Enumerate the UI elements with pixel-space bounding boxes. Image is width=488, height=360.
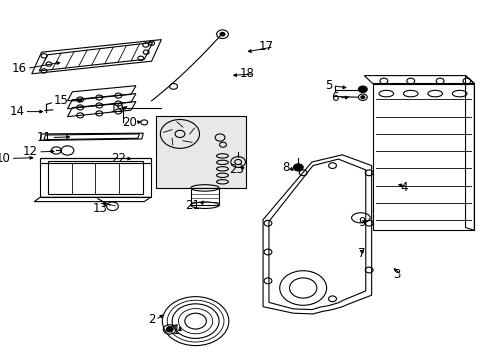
Text: 14: 14 <box>9 105 24 118</box>
Text: 7: 7 <box>358 247 365 260</box>
Text: 9: 9 <box>358 216 365 229</box>
Circle shape <box>166 327 173 332</box>
Text: 1: 1 <box>172 324 180 337</box>
Text: 3: 3 <box>393 268 400 281</box>
Text: 4: 4 <box>400 181 407 194</box>
Circle shape <box>220 32 224 36</box>
Circle shape <box>358 86 366 93</box>
Text: 11: 11 <box>36 131 51 144</box>
Circle shape <box>293 164 303 171</box>
Text: 20: 20 <box>122 116 137 129</box>
Text: 5: 5 <box>325 79 332 92</box>
Text: 17: 17 <box>258 40 273 53</box>
Text: 19: 19 <box>109 102 124 114</box>
Text: 13: 13 <box>93 202 107 215</box>
Circle shape <box>360 96 364 99</box>
Text: 18: 18 <box>239 67 254 80</box>
Text: 8: 8 <box>282 161 289 174</box>
Text: 2: 2 <box>148 313 155 326</box>
Text: 16: 16 <box>12 62 27 75</box>
Bar <box>155 116 245 188</box>
Text: 12: 12 <box>23 145 38 158</box>
Text: 21: 21 <box>185 199 200 212</box>
Text: 15: 15 <box>54 94 68 107</box>
Text: 10: 10 <box>0 152 11 165</box>
Text: 6: 6 <box>331 91 338 104</box>
Text: 22: 22 <box>111 152 126 165</box>
Text: 23: 23 <box>228 163 243 176</box>
